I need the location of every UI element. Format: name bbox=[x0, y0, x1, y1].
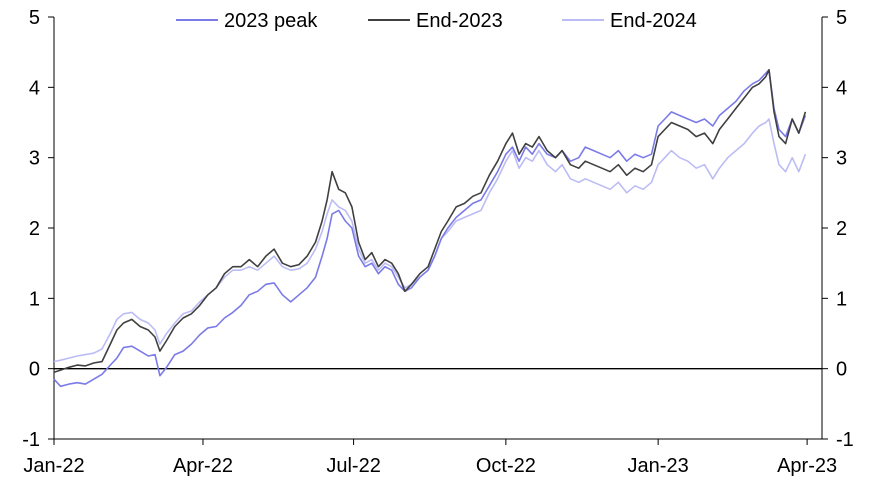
y-tick-label-left: 3 bbox=[29, 148, 40, 170]
y-tick-label-right: 1 bbox=[836, 288, 847, 310]
y-tick-label-right: 4 bbox=[836, 77, 847, 99]
legend-label-end-2024: End-2024 bbox=[610, 10, 697, 32]
series-line-2023-peak bbox=[53, 69, 807, 388]
series-lines bbox=[53, 69, 807, 388]
y-tick-label-right: -1 bbox=[836, 429, 854, 451]
series-line-end-2023 bbox=[53, 69, 807, 373]
y-tick-label-left: 0 bbox=[29, 359, 40, 381]
legend-label-end-2023: End-2023 bbox=[416, 10, 503, 32]
y-tick-label-right: 0 bbox=[836, 359, 847, 381]
y-tick-label-left: 1 bbox=[29, 288, 40, 310]
y-tick-label-left: 2 bbox=[29, 218, 40, 240]
y-tick-label-right: 5 bbox=[836, 7, 847, 29]
x-tick-label: Oct-22 bbox=[476, 455, 536, 477]
legend: 2023 peak End-2023 End-2024 bbox=[176, 10, 697, 32]
legend-label-2023-peak: 2023 peak bbox=[224, 10, 318, 32]
series-line-end-2024 bbox=[53, 118, 807, 363]
x-tick-label: Jul-22 bbox=[326, 455, 380, 477]
x-tick-label: Apr-22 bbox=[173, 455, 233, 477]
y-tick-label-right: 3 bbox=[836, 148, 847, 170]
x-tick-label: Jan-22 bbox=[23, 455, 84, 477]
x-tick-label: Apr-23 bbox=[777, 455, 837, 477]
y-tick-label-left: 4 bbox=[29, 77, 40, 99]
y-tick-label-left: 5 bbox=[29, 7, 40, 29]
x-tick-label: Jan-23 bbox=[628, 455, 689, 477]
axes: -1 -1 0 0 1 1 2 2 3 3 4 4 5 5 Jan-22 Apr-22 Jul-22 Oct-22… bbox=[22, 7, 854, 477]
y-tick-label-right: 2 bbox=[836, 218, 847, 240]
y-tick-label-left: -1 bbox=[22, 429, 40, 451]
